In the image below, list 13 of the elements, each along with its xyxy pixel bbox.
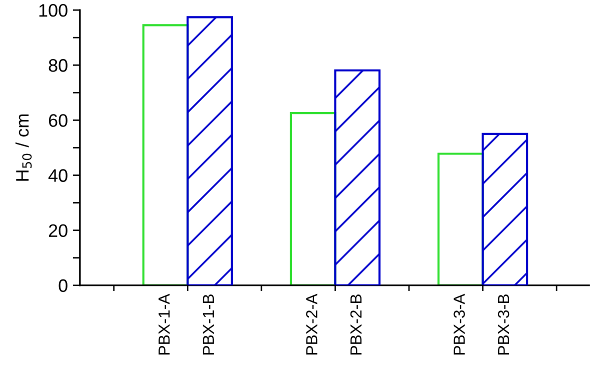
x-tick-label: PBX-1-B	[202, 294, 214, 355]
y-tick-label: 100	[39, 4, 68, 17]
y-tick-label: 20	[48, 224, 68, 238]
x-tick-label: PBX-3-B	[498, 294, 510, 355]
x-tick-label: PBX-3-A	[454, 294, 465, 355]
y-tick-label: 80	[48, 59, 68, 72]
y-tick-label: 40	[48, 169, 68, 182]
x-tick-label: PBX-2-B	[350, 294, 362, 355]
x-tick-label: PBX-2-A	[306, 294, 318, 355]
x-tick-label: PBX-1-A	[158, 294, 170, 355]
y-tick-label: 60	[48, 114, 68, 127]
y-axis-title: H$_{50}$ / cm	[16, 114, 32, 181]
y-tick-label: 0	[58, 279, 68, 292]
